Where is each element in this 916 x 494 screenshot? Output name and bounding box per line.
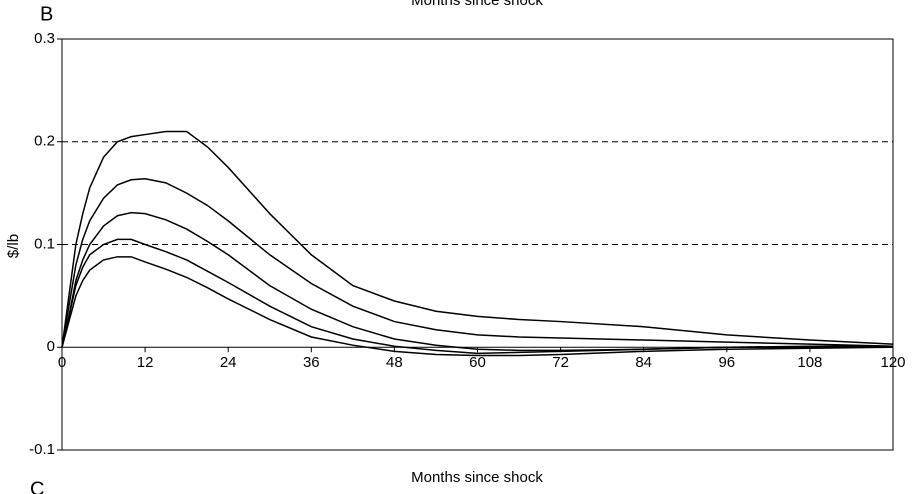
previous-axis-label: Months since shock	[411, 0, 543, 9]
y-tick-label: 0.1	[34, 235, 55, 252]
x-tick-label: 96	[718, 354, 735, 371]
y-tick-label: 0.2	[34, 133, 55, 150]
x-axis-label: Months since shock	[411, 469, 543, 486]
y-axis-label: $/lb	[5, 234, 22, 258]
x-tick-label: 108	[797, 354, 822, 371]
x-tick-label: 24	[220, 354, 237, 371]
line-series	[61, 130, 894, 348]
x-tick-label: 36	[303, 354, 320, 371]
x-tick-label: 120	[880, 354, 905, 371]
line-series	[61, 256, 894, 357]
line-series	[61, 211, 893, 352]
x-tick-label: 12	[137, 354, 154, 371]
y-tick-label: 0	[47, 338, 55, 355]
panel-label: B	[40, 3, 53, 25]
x-tick-label: 48	[386, 354, 403, 371]
y-tick-label: -0.1	[29, 441, 55, 458]
line-series	[61, 238, 893, 355]
x-tick-label: 60	[469, 354, 486, 371]
panel-label: C	[30, 478, 44, 494]
x-tick-label: 84	[635, 354, 652, 371]
x-tick-label: 0	[58, 354, 66, 371]
x-tick-label: 72	[552, 354, 569, 371]
line-series	[61, 177, 894, 348]
y-tick-label: 0.3	[34, 30, 55, 47]
